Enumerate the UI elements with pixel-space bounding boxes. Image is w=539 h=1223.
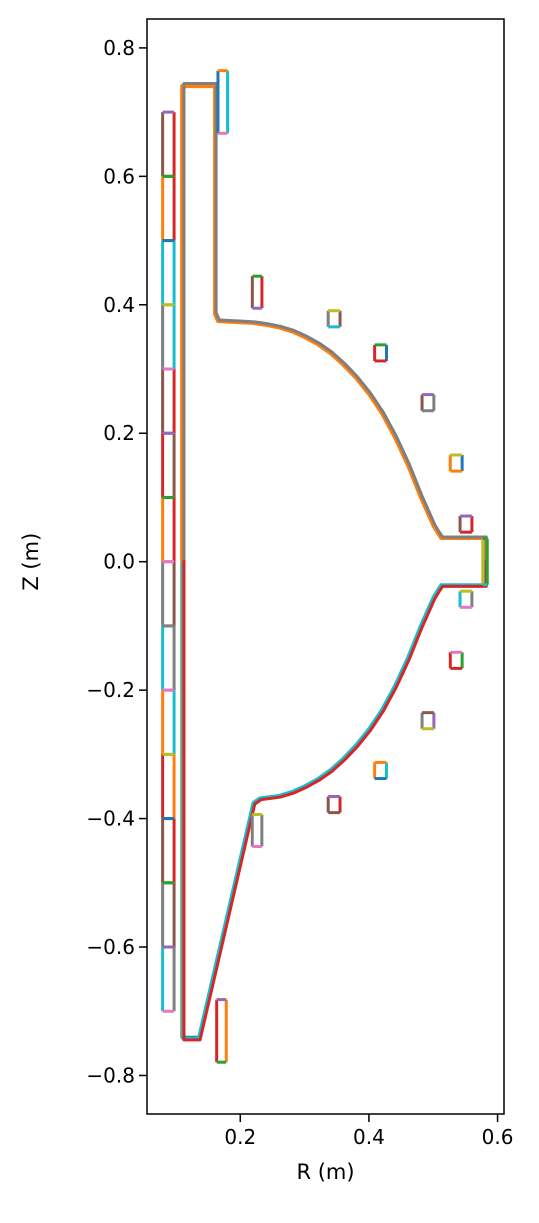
vessel-wall-upper-trace-1 — [182, 82, 488, 561]
y-tick-label-6: −0.4 — [86, 807, 135, 831]
x-tick-label-2: 0.6 — [482, 1125, 514, 1149]
chart-marks — [161, 69, 489, 1064]
y-axis-label: Z (m) — [19, 533, 43, 591]
y-tick-label-3: 0.2 — [103, 421, 135, 445]
x-axis-label: R (m) — [296, 1160, 354, 1184]
vessel-wall-lower-trace-0 — [180, 561, 487, 1040]
axis-ticks: 0.2 0.4 0.6 0.8 0.6 0.4 0.2 0.0 −0.2 −0.4 −0.6 −0.8 — [86, 36, 513, 1149]
y-tick-label-8: −0.8 — [86, 1063, 135, 1087]
y-tick-label-7: −0.6 — [86, 935, 135, 959]
x-tick-label-1: 0.4 — [353, 1125, 385, 1149]
y-tick-label-4: 0.0 — [103, 550, 135, 574]
y-tick-label-5: −0.2 — [86, 678, 135, 702]
y-tick-label-1: 0.6 — [103, 164, 135, 188]
vessel-wall-upper-trace-0 — [180, 83, 487, 562]
y-tick-label-2: 0.4 — [103, 293, 135, 317]
vessel-wall-lower-trace-1 — [182, 560, 488, 1042]
plot-frame — [146, 18, 505, 1115]
y-tick-label-0: 0.8 — [103, 36, 135, 60]
x-tick-label-0: 0.2 — [224, 1125, 256, 1149]
